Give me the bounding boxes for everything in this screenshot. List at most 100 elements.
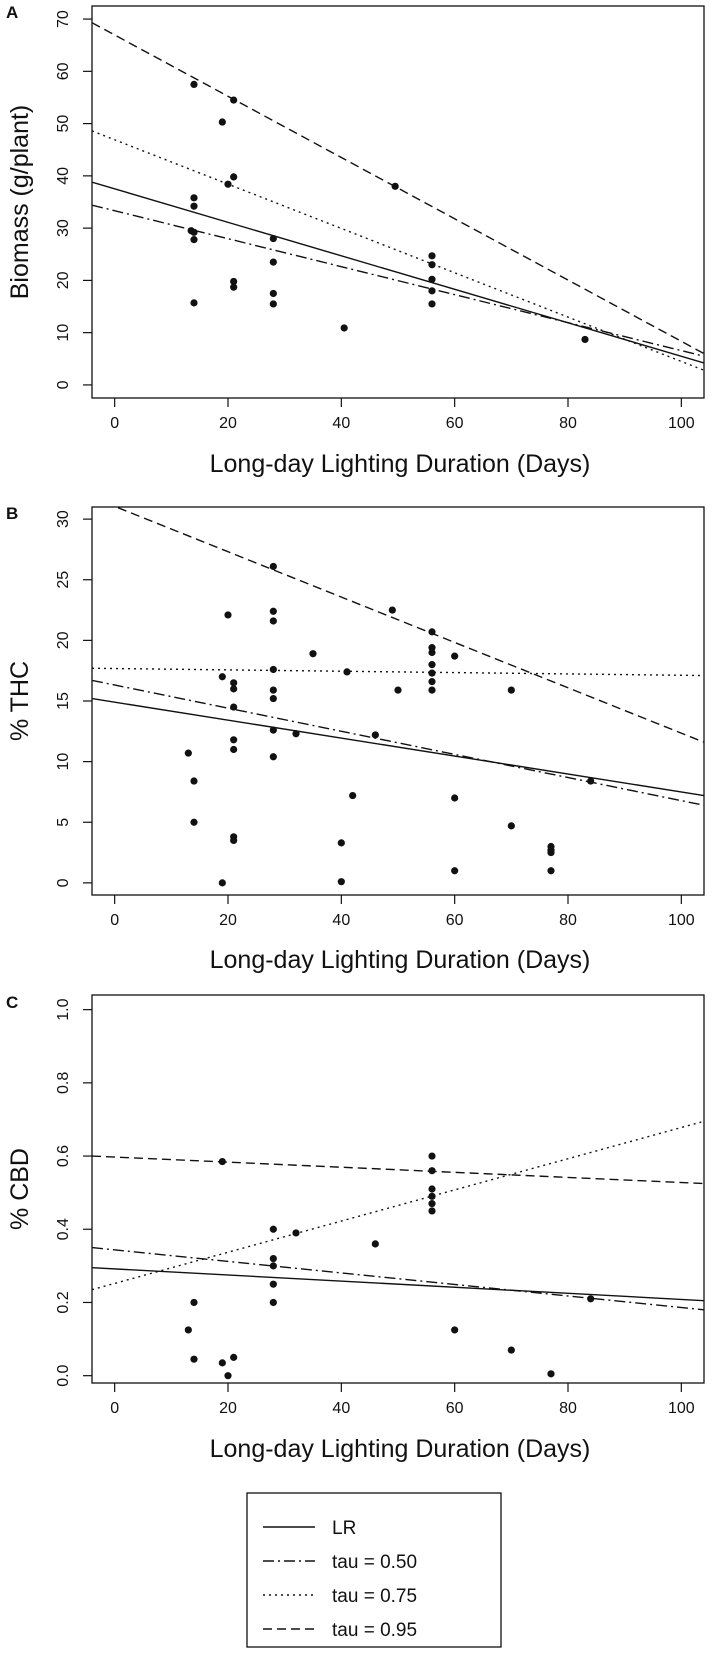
data-point bbox=[292, 1229, 300, 1237]
data-point bbox=[230, 283, 238, 291]
data-point bbox=[269, 300, 277, 308]
data-point bbox=[269, 665, 277, 674]
data-point bbox=[190, 818, 198, 826]
data-point bbox=[428, 275, 436, 283]
y-tick-label: 20 bbox=[55, 271, 72, 289]
data-point bbox=[269, 607, 277, 615]
data-point bbox=[337, 839, 345, 847]
data-point bbox=[547, 867, 555, 875]
y-tick-label: 40 bbox=[55, 167, 72, 185]
y-axis-title: % CBD bbox=[6, 1148, 34, 1230]
data-point bbox=[428, 252, 436, 260]
legend-label: tau = 0.50 bbox=[332, 1552, 417, 1573]
y-tick-label: 25 bbox=[55, 571, 72, 589]
y-tick-label: 0.6 bbox=[55, 1145, 72, 1167]
data-point bbox=[224, 1372, 232, 1380]
data-point bbox=[190, 777, 198, 785]
x-tick-label: 60 bbox=[446, 912, 464, 929]
data-point bbox=[224, 611, 232, 619]
legend-entry-lr: LR bbox=[263, 1518, 356, 1539]
legend-label: tau = 0.75 bbox=[332, 1586, 417, 1607]
x-axis-title: Long-day Lighting Duration (Days) bbox=[210, 1435, 591, 1463]
data-point bbox=[428, 1200, 436, 1208]
y-axis-title: Biomass (g/plant) bbox=[6, 105, 34, 300]
data-point bbox=[230, 173, 238, 181]
data-point bbox=[428, 648, 436, 657]
data-point bbox=[269, 1280, 277, 1288]
data-point bbox=[581, 335, 589, 344]
x-tick-label: 80 bbox=[559, 912, 577, 929]
data-point bbox=[507, 686, 515, 694]
fit-line-tau-0-50 bbox=[92, 1246, 704, 1311]
fit-line-tau-0-50 bbox=[92, 679, 704, 806]
y-tick-label: 0.0 bbox=[55, 1364, 72, 1386]
data-point bbox=[190, 236, 198, 244]
data-point bbox=[224, 180, 232, 188]
data-point bbox=[428, 1207, 436, 1215]
data-point bbox=[230, 703, 238, 711]
data-point bbox=[230, 685, 238, 693]
data-point bbox=[371, 731, 379, 739]
x-tick-label: 40 bbox=[332, 1400, 350, 1417]
fit-line-tau-0-95 bbox=[92, 22, 704, 355]
data-point bbox=[428, 1167, 436, 1175]
x-tick-label: 100 bbox=[668, 1400, 695, 1417]
legend-label: tau = 0.95 bbox=[332, 1620, 417, 1641]
data-point bbox=[230, 679, 238, 687]
data-point bbox=[190, 202, 198, 210]
data-point bbox=[190, 228, 198, 236]
x-tick-label: 0 bbox=[110, 415, 119, 432]
plot-area: 0 20 40 60 80 100 0 10 20 30 40 50 60 70 bbox=[55, 10, 704, 432]
data-point bbox=[218, 879, 226, 887]
data-point bbox=[343, 668, 351, 676]
data-point bbox=[269, 686, 277, 694]
data-point bbox=[394, 686, 402, 694]
legend-entry-tau-050: tau = 0.50 bbox=[263, 1552, 417, 1573]
data-point bbox=[230, 736, 238, 744]
data-point bbox=[428, 261, 436, 269]
data-point bbox=[190, 194, 198, 202]
legend-box bbox=[246, 1492, 502, 1648]
legend-label: LR bbox=[332, 1518, 356, 1539]
data-point bbox=[428, 686, 436, 694]
x-tick-label: 0 bbox=[110, 912, 119, 929]
y-axis-title: % THC bbox=[6, 661, 34, 741]
data-point bbox=[230, 277, 238, 286]
panel-b-thc: B 0 20 40 60 80 100 0 5 10 15 20 25 30 Long-day Ligh… bbox=[6, 504, 705, 974]
data-point bbox=[337, 878, 345, 886]
data-point bbox=[349, 791, 357, 800]
x-tick-label: 80 bbox=[559, 415, 577, 432]
y-tick-label: 30 bbox=[55, 219, 72, 237]
data-point bbox=[230, 836, 238, 845]
data-point bbox=[388, 606, 396, 614]
data-point bbox=[507, 822, 515, 830]
data-point bbox=[428, 1185, 436, 1193]
data-point bbox=[451, 867, 459, 875]
x-axis-title: Long-day Lighting Duration (Days) bbox=[210, 946, 591, 974]
data-point bbox=[269, 234, 277, 243]
plot-frame bbox=[91, 5, 705, 399]
y-tick-label: 10 bbox=[55, 753, 72, 771]
data-point bbox=[587, 1295, 595, 1303]
panel-letter: C bbox=[6, 993, 18, 1012]
data-point bbox=[507, 1346, 515, 1354]
data-point bbox=[269, 726, 277, 734]
y-tick-label: 10 bbox=[55, 324, 72, 342]
data-point bbox=[269, 1262, 277, 1270]
data-point bbox=[428, 661, 436, 669]
data-point bbox=[269, 289, 277, 298]
x-tick-label: 60 bbox=[446, 415, 464, 432]
data-point bbox=[428, 628, 436, 636]
plot-area: 0 20 40 60 80 100 0.0 0.2 0.4 0.6 0.8 1.0 bbox=[55, 998, 704, 1417]
x-tick-label: 60 bbox=[446, 1400, 464, 1417]
data-point bbox=[218, 1157, 226, 1166]
fit-line-tau-0-95 bbox=[92, 1155, 704, 1185]
data-point bbox=[428, 300, 436, 308]
panel-a-biomass: A 0 20 40 60 80 100 0 10 20 30 40 50 60 70 Long-day L… bbox=[6, 3, 705, 478]
x-tick-label: 20 bbox=[219, 415, 237, 432]
plot-frame bbox=[91, 506, 705, 896]
data-point bbox=[269, 617, 277, 625]
data-point bbox=[587, 777, 595, 785]
x-tick-label: 100 bbox=[668, 912, 695, 929]
x-tick-label: 20 bbox=[219, 1400, 237, 1417]
